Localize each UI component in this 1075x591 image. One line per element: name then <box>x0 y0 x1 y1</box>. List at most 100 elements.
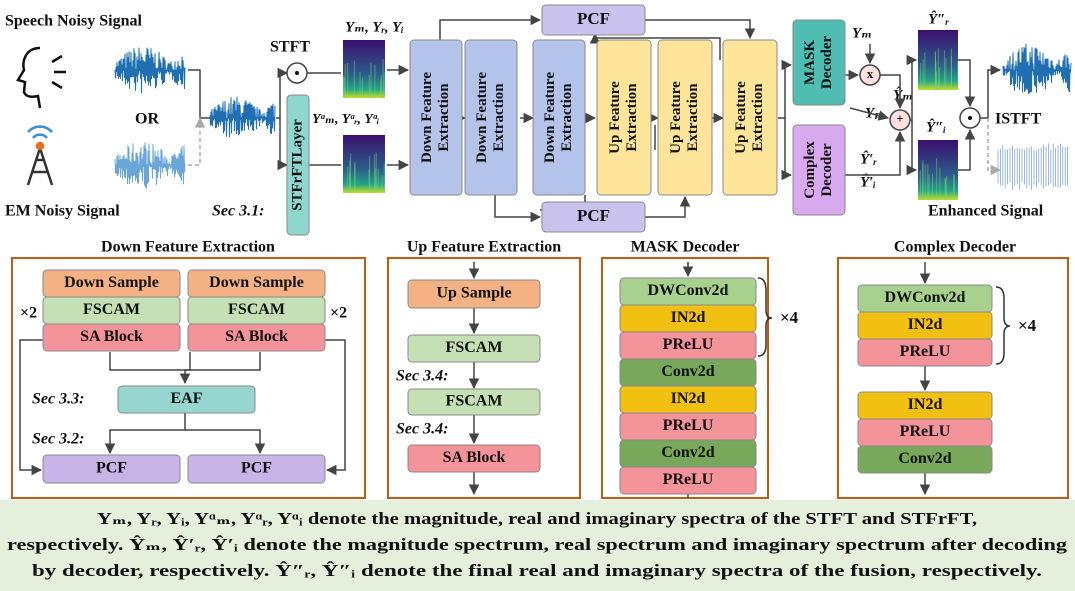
arrow <box>185 430 260 453</box>
up-sample-label: Up Sample <box>436 285 511 302</box>
sec-label: Sec 3.3: <box>32 391 84 408</box>
decoder-layer-label: IN2d <box>671 309 706 326</box>
arrow <box>958 60 970 106</box>
brace <box>996 287 1010 364</box>
arrow <box>645 197 685 217</box>
speech-icon <box>18 48 66 108</box>
decoder-layer-label: Conv2d <box>661 444 714 461</box>
stfrft-spectra: Yᵅₘ, Yᵅᵣ, Yᵅᵢ <box>312 112 379 127</box>
diagram: Speech Noisy Signal OR EM Noisy Signal S… <box>0 0 1075 591</box>
decoder-layer-label: PReLU <box>663 417 714 434</box>
down-block-label: Extraction <box>436 83 452 152</box>
caption-line: respectively. Ŷₘ, Ŷ′ᵣ, Ŷ′ᵢ denote the ma… <box>7 535 1068 554</box>
waveform <box>1003 44 1071 94</box>
plus-label: + <box>896 111 903 126</box>
pcf-label: PCF <box>577 9 610 28</box>
arrow <box>912 120 916 170</box>
fscam-label: FSCAM <box>446 339 503 356</box>
yi-final-label: Ŷ″ᵢ <box>926 118 946 135</box>
decoder-layer-label: PReLU <box>900 423 951 440</box>
decoder-layer-label: IN2d <box>671 390 706 407</box>
pcf-label: PCF <box>241 460 272 477</box>
sec-label: Sec 3.4: <box>396 368 448 385</box>
ym-hat-label: Ŷₘ <box>893 86 913 103</box>
sa-block-label: SA Block <box>80 328 143 345</box>
stft-op-dot <box>295 71 299 75</box>
arrow <box>958 130 970 170</box>
panel-title: Complex Decoder <box>894 239 1016 256</box>
down-block-label: Extraction <box>559 83 575 152</box>
istft-label: ISTFT <box>995 111 1042 128</box>
down-sample-label: Down Sample <box>209 274 304 291</box>
eaf-label: EAF <box>171 390 203 407</box>
spectrogram <box>343 40 385 98</box>
down-block-label: Down Feature <box>474 72 490 163</box>
waveform <box>115 142 185 188</box>
arrow <box>440 20 540 40</box>
arrow <box>110 413 185 453</box>
stft-spectra: Yₘ, Yᵣ, Yᵢ <box>345 19 404 35</box>
arrow <box>778 65 791 118</box>
panel-title: MASK Decoder <box>631 239 740 256</box>
ym-label: Yₘ <box>852 25 872 41</box>
decoder-layer-label: IN2d <box>908 316 943 333</box>
down-block-label: Down Feature <box>419 72 435 163</box>
decoder-layer-label: DWConv2d <box>648 282 729 299</box>
arrow <box>185 352 190 383</box>
sec-label: Sec 3.4: <box>396 421 448 438</box>
multiply-label: x <box>867 66 874 81</box>
waveform <box>210 97 275 138</box>
up-block-label: Extraction <box>750 83 766 152</box>
arrow <box>188 118 200 165</box>
down-block-label: Down Feature <box>542 72 558 163</box>
decoder-layer-label: DWConv2d <box>885 289 966 306</box>
decoder-layer-label: PReLU <box>663 471 714 488</box>
arrow <box>110 352 260 370</box>
brace <box>758 278 772 356</box>
sec-label: Sec 3.1: <box>212 203 264 220</box>
caption-line: by decoder, respectively. Ŷ″ᵣ, Ŷ″ᵢ denot… <box>32 561 1042 580</box>
complex-decoder-label: Complex <box>802 141 818 199</box>
yi-hat-label: Ŷ′ᵢ <box>860 173 876 190</box>
or-label: OR <box>135 111 159 128</box>
up-block-label: Extraction <box>685 83 701 152</box>
repeat-label: ×2 <box>20 305 37 322</box>
up-block-label: Up Feature <box>668 81 684 154</box>
istft-op-dot <box>968 116 972 120</box>
waveform <box>115 48 185 94</box>
arrow <box>188 70 210 118</box>
arrow <box>645 20 750 38</box>
arrow <box>280 118 287 165</box>
decoder-layer-label: Conv2d <box>661 363 714 380</box>
panel-title: Down Feature Extraction <box>101 239 275 256</box>
mask-decoder-label: MASK <box>802 40 818 85</box>
spectrogram <box>918 140 958 200</box>
decoder-layer-label: PReLU <box>900 343 951 360</box>
sa-block-label: SA Block <box>443 449 506 466</box>
up-block-label: Up Feature <box>607 81 623 154</box>
mask-decoder-label: Decoder <box>819 36 835 90</box>
pcf-label: PCF <box>96 460 127 477</box>
speech-label: Speech Noisy Signal <box>5 13 142 30</box>
decoder-layer-label: Conv2d <box>898 450 951 467</box>
fscam-label: FSCAM <box>228 301 285 318</box>
sa-block-label: SA Block <box>225 328 288 345</box>
arrow <box>495 195 540 217</box>
stft-label: STFT <box>270 39 310 56</box>
fscam-label: FSCAM <box>83 301 140 318</box>
repeat-label: ×2 <box>330 305 347 322</box>
caption-line: Yₘ, Yᵣ, Yᵢ, Yᵅₘ, Yᵅᵣ, Yᵅᵢ denote the mag… <box>97 509 977 528</box>
up-block-label: Up Feature <box>733 81 749 154</box>
panel-title: Up Feature Extraction <box>407 239 561 256</box>
page: { "inputs": {"speech": "Speech Noisy Sig… <box>0 0 1075 591</box>
em-icon <box>28 127 52 185</box>
pcf-label: PCF <box>577 206 610 225</box>
yr-hat-label: Ŷ′ᵣ <box>860 150 877 167</box>
sec-label: Sec 3.2: <box>32 431 84 448</box>
decoder-layer-label: IN2d <box>908 396 943 413</box>
complex-decoder-label: Decoder <box>819 143 835 197</box>
arrow <box>325 340 345 470</box>
arrow <box>785 118 791 175</box>
enhanced-label: Enhanced Signal <box>928 203 1044 220</box>
down-block-label: Extraction <box>491 83 507 152</box>
